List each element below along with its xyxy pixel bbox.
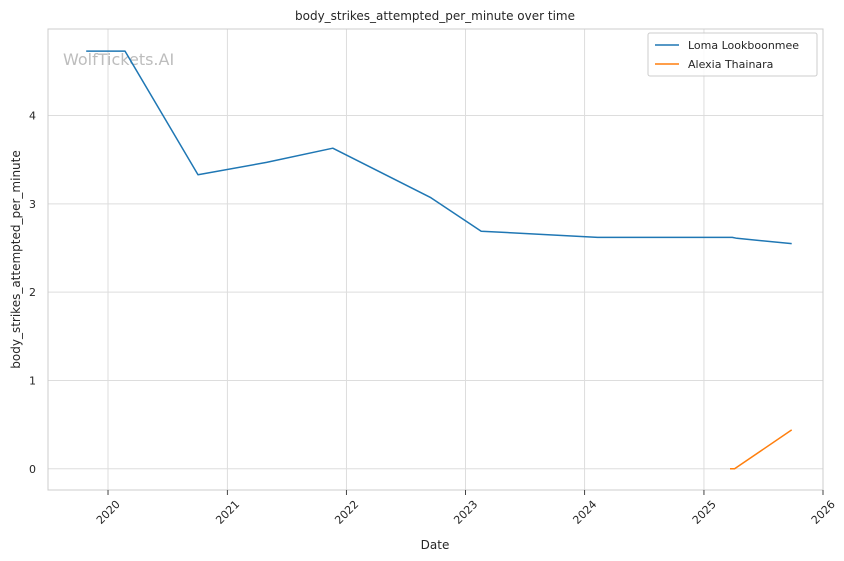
- watermark: WolfTickets.AI: [63, 50, 174, 69]
- y-tick-label: 4: [29, 110, 36, 123]
- plot-area-frame: [47, 28, 824, 491]
- chart-title: body_strikes_attempted_per_minute over t…: [295, 9, 575, 23]
- series-line-0: [86, 50, 792, 245]
- series-line-1: [730, 429, 793, 470]
- y-axis-title: body_strikes_attempted_per_minute: [9, 150, 23, 368]
- legend: Loma Lookboonmee Alexia Thainara: [647, 32, 818, 77]
- series-lines: [86, 50, 793, 470]
- y-tick-label: 1: [29, 374, 36, 387]
- x-axis-title: Date: [421, 538, 450, 552]
- legend-label-1: Alexia Thainara: [688, 58, 773, 71]
- legend-box: [647, 32, 818, 77]
- y-tick-label: 2: [29, 286, 36, 299]
- y-tick-label: 3: [29, 198, 36, 211]
- y-tick-label: 0: [29, 463, 36, 476]
- y-axis-ticks: 0 1 2 3 4: [29, 110, 36, 476]
- legend-label-0: Loma Lookboonmee: [688, 39, 799, 52]
